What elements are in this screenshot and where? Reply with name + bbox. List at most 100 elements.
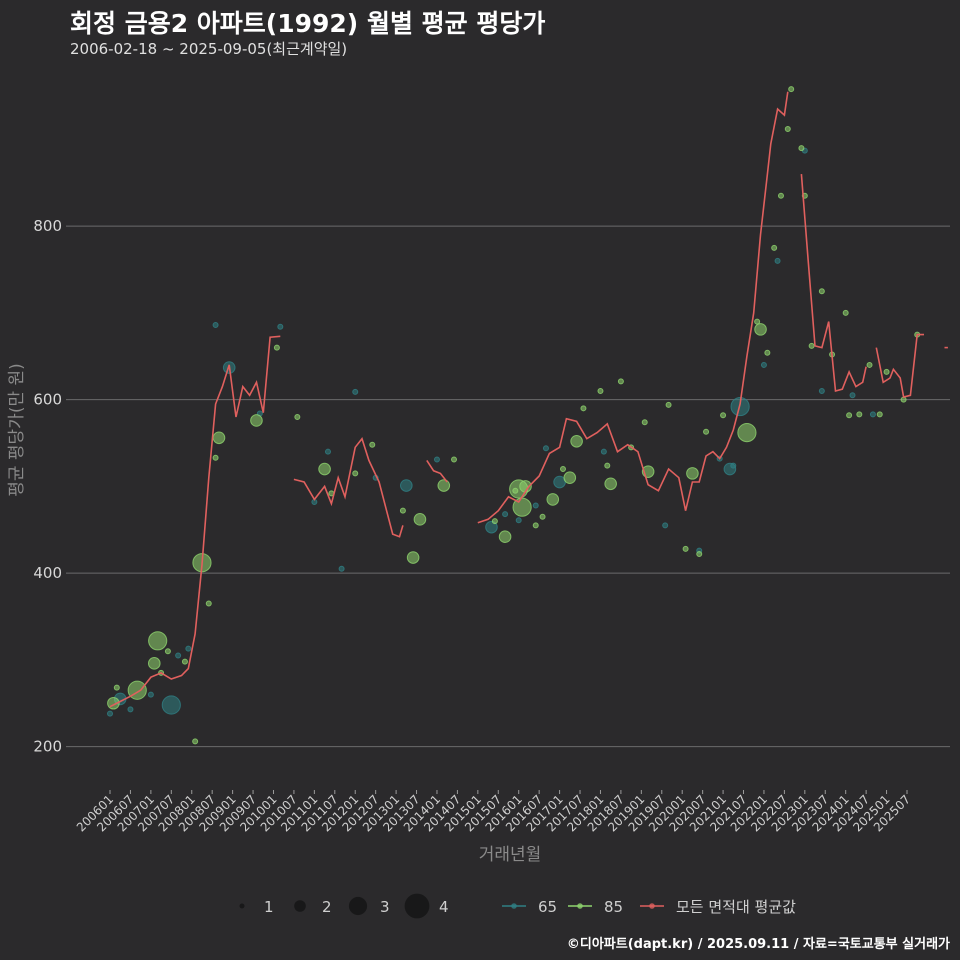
point-85 xyxy=(788,86,795,93)
legend-series-dot xyxy=(649,903,655,909)
point-65 xyxy=(147,691,154,698)
point-85 xyxy=(703,428,710,435)
point-65 xyxy=(662,522,669,529)
chart-subtitle: 2006-02-18 ~ 2025-09-05(최근계약일) xyxy=(70,40,348,58)
point-65 xyxy=(107,710,113,717)
point-85 xyxy=(406,551,420,564)
point-85 xyxy=(798,145,805,152)
y-tick-label: 400 xyxy=(33,564,62,582)
legend-series-label: 65 xyxy=(538,898,557,916)
y-tick-label: 200 xyxy=(33,738,62,756)
point-65 xyxy=(760,361,767,368)
point-65 xyxy=(127,706,134,713)
point-85 xyxy=(437,479,451,492)
point-85 xyxy=(250,414,263,427)
point-85 xyxy=(148,631,168,651)
point-85 xyxy=(771,244,778,251)
y-axis-ticks: 200 400 600 800 xyxy=(33,217,62,755)
y-axis-label: 평균 평당가(만 원) xyxy=(7,363,27,497)
point-85 xyxy=(641,419,648,426)
point-85 xyxy=(682,545,689,552)
series-85-points xyxy=(107,86,921,745)
point-85 xyxy=(559,466,566,473)
point-85 xyxy=(842,309,849,316)
point-85 xyxy=(686,467,699,480)
legend-series-dot xyxy=(511,903,517,909)
point-65 xyxy=(869,411,876,418)
point-65 xyxy=(774,257,781,264)
point-65 xyxy=(212,322,219,329)
point-85 xyxy=(784,125,791,132)
point-85 xyxy=(147,657,161,670)
point-85 xyxy=(856,411,863,418)
legend-size-swatch xyxy=(404,893,430,919)
chart-title: 회정 금용2 아파트(1992) 월별 평균 평당가 xyxy=(70,9,546,38)
legend-series-dot xyxy=(577,903,583,909)
point-85 xyxy=(539,513,546,520)
point-85 xyxy=(597,387,604,394)
legend-series-label: 85 xyxy=(604,898,623,916)
legend-size-label: 2 xyxy=(322,898,332,916)
source-caption: ©디아파트(dapt.kr) / 2025.09.11 / 자료=국토교통부 실… xyxy=(566,937,950,952)
point-85 xyxy=(318,462,331,476)
point-85 xyxy=(532,522,539,529)
point-85 xyxy=(563,471,577,485)
point-85 xyxy=(399,507,406,514)
legend-size-swatch xyxy=(239,903,245,909)
legend-size-label: 3 xyxy=(380,898,390,916)
point-85 xyxy=(604,477,617,491)
point-85 xyxy=(212,431,226,445)
point-85 xyxy=(580,405,587,412)
y-tick-label: 800 xyxy=(33,217,62,235)
legend: 1 2 3 4 65 85 모든 면적대 평균값 xyxy=(239,893,796,919)
point-85 xyxy=(369,441,376,448)
grid-lines xyxy=(66,225,950,748)
point-85 xyxy=(900,396,907,403)
x-axis-label: 거래년월 xyxy=(479,845,542,865)
legend-series-label: 모든 면적대 평균값 xyxy=(676,898,796,916)
point-85 xyxy=(604,462,611,469)
point-85 xyxy=(491,518,498,525)
average-line-segment xyxy=(800,174,867,393)
point-85 xyxy=(498,530,512,543)
point-85 xyxy=(546,493,560,506)
average-line-segment xyxy=(477,91,789,524)
point-65 xyxy=(185,645,192,652)
point-85 xyxy=(617,378,624,385)
point-65 xyxy=(502,511,509,518)
point-85 xyxy=(212,454,219,461)
point-65 xyxy=(730,462,737,469)
point-85 xyxy=(754,318,761,325)
point-85 xyxy=(883,368,890,375)
point-85 xyxy=(866,361,873,368)
point-65 xyxy=(849,392,856,399)
point-65 xyxy=(175,652,182,659)
point-65 xyxy=(324,448,331,455)
average-line-segment xyxy=(293,437,404,538)
point-65 xyxy=(532,502,539,509)
point-85 xyxy=(113,684,120,691)
point-85 xyxy=(818,288,825,295)
point-65 xyxy=(542,445,549,452)
point-65 xyxy=(352,388,359,395)
legend-size-label: 4 xyxy=(439,898,449,916)
point-85 xyxy=(720,412,727,419)
point-65 xyxy=(161,695,181,715)
point-85 xyxy=(696,551,703,558)
point-85 xyxy=(164,648,171,655)
series-average-line xyxy=(109,91,948,708)
x-axis-ticks: 2006012006072007012007072008012008072009… xyxy=(74,790,913,835)
point-85 xyxy=(570,434,583,448)
point-85 xyxy=(205,600,212,607)
point-85 xyxy=(352,470,359,477)
point-65 xyxy=(277,323,284,330)
point-85 xyxy=(181,658,188,665)
point-85 xyxy=(665,401,672,408)
legend-size-swatch xyxy=(348,896,368,916)
legend-size-swatch xyxy=(294,900,306,912)
point-85 xyxy=(273,344,280,351)
point-85 xyxy=(764,349,771,356)
point-65 xyxy=(818,387,825,394)
point-65 xyxy=(600,448,607,455)
